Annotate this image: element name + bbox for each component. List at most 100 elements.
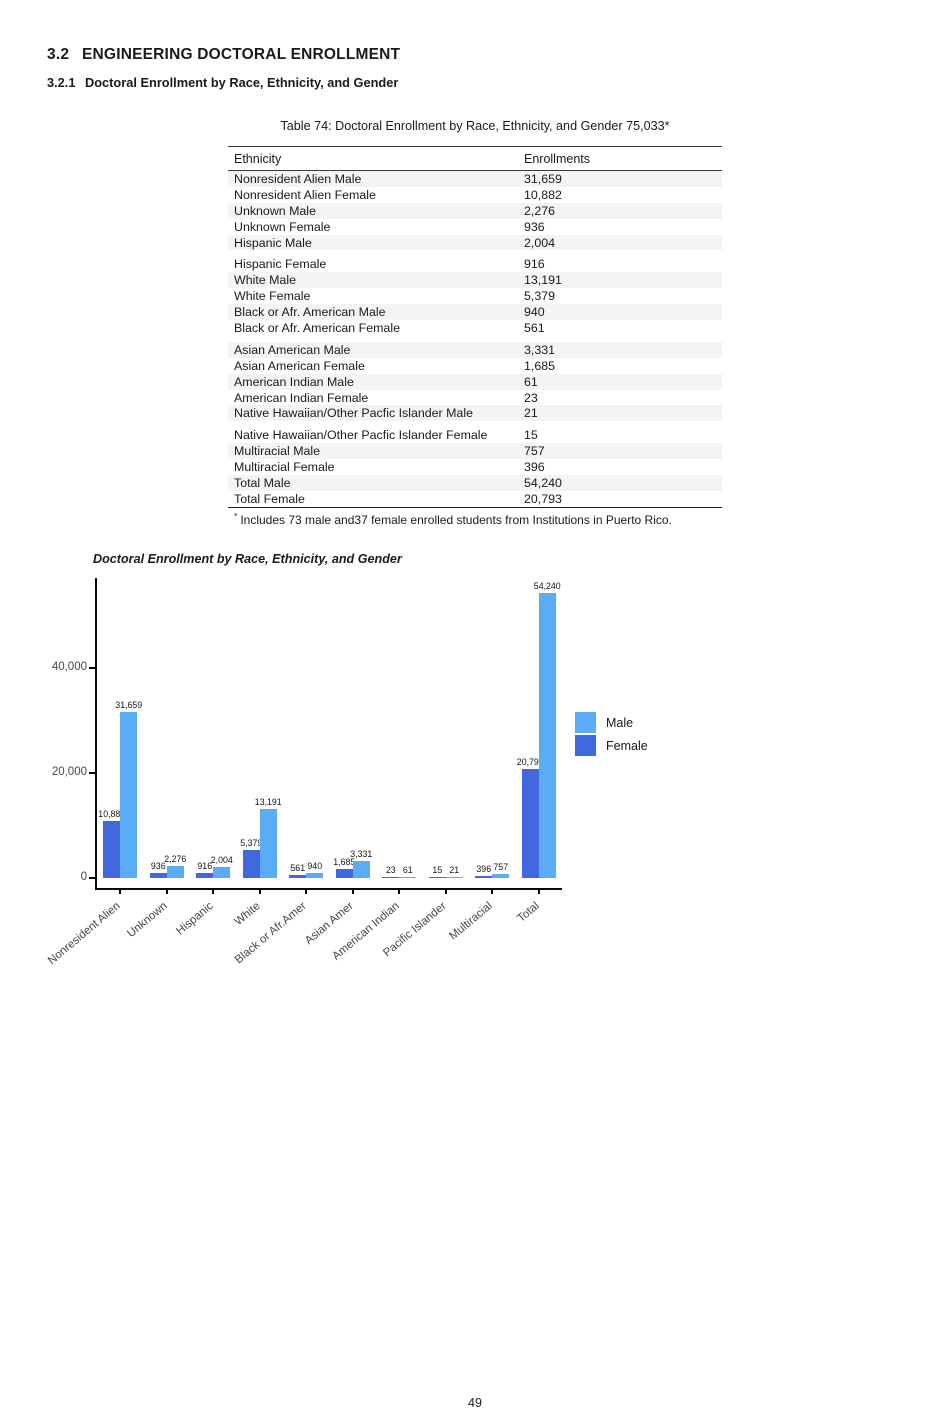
enrollments-cell: 940 xyxy=(524,305,545,320)
table-row: Black or Afr. American Female 561 xyxy=(228,320,722,336)
x-axis-tick xyxy=(258,890,261,895)
bar-value-label: 936 xyxy=(150,861,166,872)
table-header-row: Ethnicity Enrollments xyxy=(228,146,722,171)
bar-value-label: 2,004 xyxy=(210,855,233,866)
y-axis-tick-label: 0 xyxy=(80,871,87,883)
legend-label: Female xyxy=(606,738,648,753)
female-bar xyxy=(289,875,307,878)
male-bar xyxy=(492,874,510,878)
x-axis-tick xyxy=(537,890,540,895)
table-row: American Indian Female 23 xyxy=(228,390,722,406)
chart-legend: Male Female xyxy=(575,712,648,758)
y-axis-tick xyxy=(89,667,95,669)
ethnicity-cell: Total Female xyxy=(234,491,305,506)
enrollments-cell: 31,659 xyxy=(524,171,562,186)
female-swatch xyxy=(575,735,596,756)
table-row: American Indian Male 61 xyxy=(228,373,722,390)
chart-plot-area: 0 20,000 40,000 10,882 31,659 Nonresident Ali… xyxy=(46,578,562,967)
male-bar xyxy=(120,711,138,878)
enrollments-cell: 561 xyxy=(524,320,545,335)
enrollments-cell: 21 xyxy=(524,406,538,421)
ethnicity-cell: Unknown Female xyxy=(234,219,331,234)
bar-value-label: 15 xyxy=(432,864,443,875)
bar-value-label: 23 xyxy=(385,864,396,875)
bar-value-label: 3,331 xyxy=(350,848,373,859)
column-header-enrollments: Enrollments xyxy=(524,151,590,166)
ethnicity-cell: Black or Afr. American Male xyxy=(234,305,386,320)
subsection-heading: 3.2.1 Doctoral Enrollment by Race, Ethnic… xyxy=(47,75,398,90)
x-axis-tick xyxy=(444,890,447,895)
x-axis-tick xyxy=(212,890,215,895)
ethnicity-cell: Nonresident Alien Female xyxy=(234,187,376,202)
legend-item-male: Male xyxy=(575,712,648,733)
male-bar xyxy=(445,876,463,878)
bar-value-label: 21 xyxy=(449,864,460,875)
legend-item-female: Female xyxy=(575,735,648,756)
female-bar xyxy=(196,873,214,878)
enrollments-cell: 936 xyxy=(524,219,545,234)
enrollments-cell: 5,379 xyxy=(524,289,556,304)
enrollment-bar-chart: Doctoral Enrollment by Race, Ethnicity, … xyxy=(46,552,725,982)
table-row: Native Hawaiian/Other Pacfic Islander Ma… xyxy=(228,405,722,422)
table-row: Total Female 20,793 xyxy=(228,491,722,507)
male-swatch xyxy=(575,712,596,733)
bar-value-label: 2,276 xyxy=(164,854,187,865)
bar-value-label: 31,659 xyxy=(115,699,143,710)
enrollments-cell: 2,004 xyxy=(524,235,556,250)
bar-value-label: 54,240 xyxy=(533,581,561,592)
x-axis-tick xyxy=(165,890,168,895)
y-axis-tick xyxy=(89,877,95,879)
enrollments-cell: 23 xyxy=(524,390,538,405)
enrollments-cell: 20,793 xyxy=(524,491,562,506)
section-title: ENGINEERING DOCTORAL ENROLLMENT xyxy=(82,46,401,63)
male-bar xyxy=(166,866,184,878)
x-axis-tick xyxy=(491,890,494,895)
table-row: Black or Afr. American Male 940 xyxy=(228,304,722,321)
bar-value-label: 916 xyxy=(197,861,213,872)
ethnicity-cell: Asian American Male xyxy=(234,342,351,357)
column-header-ethnicity: Ethnicity xyxy=(234,151,282,166)
table-row: Nonresident Alien Male 31,659 xyxy=(228,171,722,187)
chart-title: Doctoral Enrollment by Race, Ethnicity, … xyxy=(93,552,402,566)
table-row: Unknown Female 936 xyxy=(228,219,722,235)
table-row: Asian American Male 3,331 xyxy=(228,341,722,358)
female-bar xyxy=(242,849,260,878)
table-caption: Table 74: Doctoral Enrollment by Race, E… xyxy=(280,119,670,133)
table-row: Hispanic Female 916 xyxy=(228,256,722,272)
enrollments-cell: 13,191 xyxy=(524,273,562,288)
ethnicity-cell: Multiracial Male xyxy=(234,444,321,459)
female-bar xyxy=(149,873,167,878)
section-heading: 3.2 ENGINEERING DOCTORAL ENROLLMENT xyxy=(47,46,400,64)
table-row: Native Hawaiian/Other Pacfic Islander Fe… xyxy=(228,427,722,443)
enrollments-cell: 3,331 xyxy=(524,342,556,357)
footnote-marker: * xyxy=(234,510,238,521)
male-bar xyxy=(538,593,556,878)
ethnicity-cell: Total Male xyxy=(234,475,291,490)
table-body: Nonresident Alien Male 31,659 Nonresident … xyxy=(228,171,722,508)
bar-value-label: 757 xyxy=(493,862,509,873)
table-row: White Female 5,379 xyxy=(228,288,722,304)
bar-value-label: 20,793 xyxy=(516,756,544,767)
x-axis-tick xyxy=(119,890,122,895)
section-number: 3.2 xyxy=(47,46,70,63)
bar-value-label: 5,379 xyxy=(240,837,263,848)
enrollments-cell: 61 xyxy=(524,374,538,389)
table-row: White Male 13,191 xyxy=(228,272,722,289)
enrollments-cell: 54,240 xyxy=(524,475,562,490)
y-axis-tick-label: 40,000 xyxy=(51,661,87,673)
male-bar xyxy=(399,876,417,878)
subsection-title: Doctoral Enrollment by Race, Ethnicity, … xyxy=(85,75,399,90)
bar-value-label: 10,882 xyxy=(98,808,126,819)
male-bar xyxy=(352,860,370,878)
legend-label: Male xyxy=(606,715,634,730)
page-number: 49 xyxy=(468,1396,482,1410)
bar-value-label: 1,685 xyxy=(333,857,356,868)
female-bar xyxy=(103,820,121,878)
male-bar xyxy=(213,867,231,878)
footnote-text: Includes 73 male and37 female enrolled s… xyxy=(240,512,672,527)
table-row: Multiracial Male 757 xyxy=(228,443,722,460)
ethnicity-cell: White Male xyxy=(234,273,296,288)
female-bar xyxy=(428,876,446,878)
female-bar xyxy=(335,869,353,878)
